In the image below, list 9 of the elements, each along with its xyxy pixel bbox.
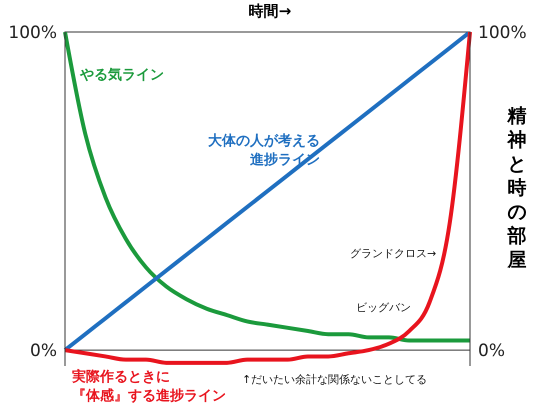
y2-tick-label: 100% xyxy=(478,23,527,44)
annotation: グランドクロス→ xyxy=(350,246,436,261)
y2-axis-title: 精神と時の部屋 xyxy=(506,104,528,272)
series-label: 実際作るときに『体感』する進捗ライン xyxy=(72,368,226,406)
x-axis-title: 時間→ xyxy=(248,2,292,21)
annotation: ビッグバン xyxy=(356,300,411,315)
y2-tick-label: 0% xyxy=(478,341,505,362)
series-label: やる気ライン xyxy=(80,66,164,85)
text: ↑だいたい余計な関係ないことしてる xyxy=(242,372,428,387)
